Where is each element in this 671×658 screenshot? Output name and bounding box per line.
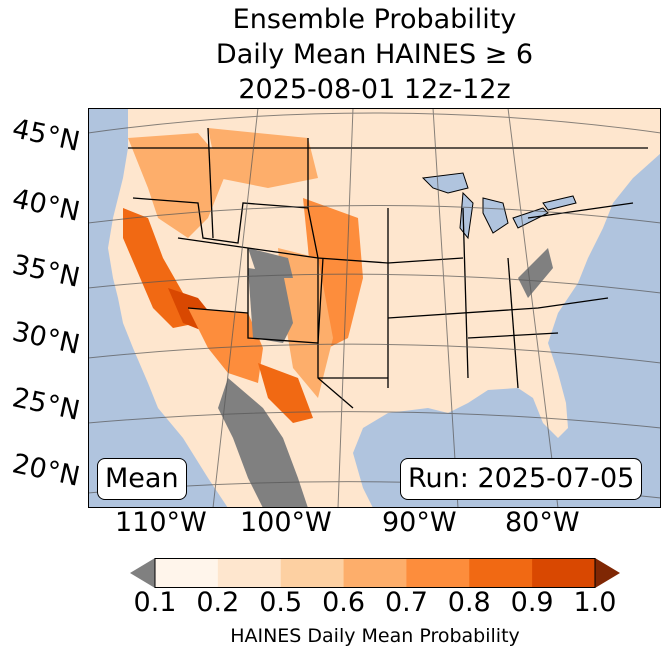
- colorbar-under-arrow: [130, 558, 155, 588]
- lon-label-110: 110°W: [115, 507, 207, 538]
- lat-label-45: 45°N: [9, 113, 83, 158]
- no-data-newmexico: [248, 268, 293, 343]
- colorbar-swatch: [155, 558, 219, 588]
- great-lakes: [421, 172, 577, 240]
- colorbar-tick-label: 0.6: [322, 587, 366, 618]
- state-boundaries: [128, 127, 648, 409]
- prob-area-texas: [258, 363, 313, 423]
- chart-date: 2025-08-01 12z-12z: [238, 74, 511, 105]
- prob-area-arizona: [188, 308, 263, 383]
- colorbar-tick-label: 0.8: [447, 587, 491, 618]
- run-label: Run: 2025-07-05: [400, 458, 643, 500]
- colorbar-label: HAINES Daily Mean Probability: [230, 625, 520, 647]
- chart-title: Ensemble Probability: [232, 4, 517, 35]
- colorbar-tick-label: 0.1: [133, 587, 177, 618]
- colorbar-tick-label: 1.0: [573, 587, 617, 618]
- lon-label-80: 80°W: [505, 507, 580, 538]
- colorbar-tick-label: 0.7: [384, 587, 428, 618]
- prob-area-north: [208, 128, 318, 188]
- lat-label-25: 25°N: [9, 382, 83, 427]
- lat-label-30: 30°N: [9, 316, 83, 361]
- no-data-colorado: [248, 248, 293, 278]
- colorbar-swatch: [406, 558, 470, 588]
- lon-label-90: 90°W: [382, 507, 457, 538]
- no-data-mexico: [218, 378, 308, 508]
- lat-label-40: 40°N: [9, 183, 83, 228]
- graticule: [88, 108, 661, 508]
- lon-label-100: 100°W: [240, 507, 332, 538]
- colorbar-swatch: [532, 558, 596, 588]
- colorbar: [130, 558, 620, 588]
- colorbar-swatch: [280, 558, 345, 588]
- colorbar-swatch: [469, 558, 533, 588]
- colorbar-swatch: [343, 558, 407, 588]
- map-frame: [88, 108, 661, 508]
- no-data-east: [518, 248, 553, 298]
- colorbar-tick-label: 0.5: [259, 587, 303, 618]
- mean-label: Mean: [97, 458, 187, 500]
- colorbar-over-arrow: [595, 558, 620, 588]
- lat-label-35: 35°N: [9, 249, 83, 294]
- colorbar-tick-label: 0.9: [510, 587, 554, 618]
- colorbar-swatch: [217, 558, 282, 588]
- map-plot: [88, 108, 661, 508]
- lat-label-20: 20°N: [9, 448, 83, 493]
- chart-subtitle: Daily Mean HAINES ≥ 6: [215, 39, 534, 70]
- colorbar-tick-label: 0.2: [196, 587, 240, 618]
- prob-area-central: [278, 248, 333, 398]
